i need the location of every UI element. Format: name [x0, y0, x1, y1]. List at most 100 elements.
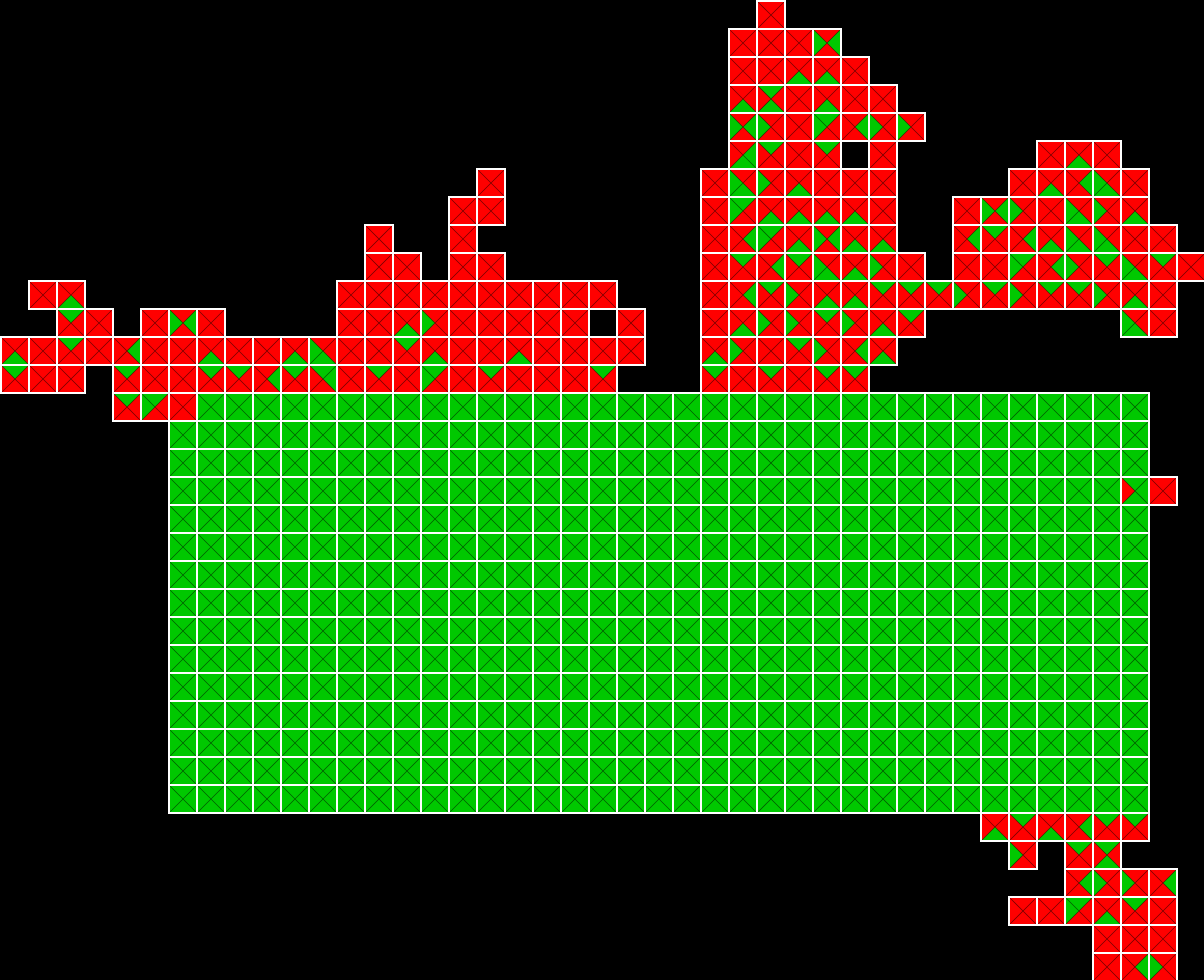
tile[interactable] [280, 504, 310, 534]
tile[interactable] [476, 560, 506, 590]
tile[interactable] [840, 308, 870, 338]
tile[interactable] [1120, 784, 1150, 814]
tile[interactable] [280, 560, 310, 590]
tile[interactable] [364, 308, 394, 338]
tile[interactable] [224, 476, 254, 506]
tile[interactable] [1036, 392, 1066, 422]
tile[interactable] [224, 336, 254, 366]
tile[interactable] [588, 532, 618, 562]
tile[interactable] [224, 532, 254, 562]
tile[interactable] [896, 560, 926, 590]
tile[interactable] [1036, 280, 1066, 310]
tile[interactable] [532, 672, 562, 702]
tile[interactable] [1092, 252, 1122, 282]
tile[interactable] [1120, 616, 1150, 646]
tile[interactable] [616, 532, 646, 562]
tile[interactable] [308, 700, 338, 730]
tile[interactable] [168, 308, 198, 338]
tile[interactable] [728, 252, 758, 282]
tile[interactable] [644, 756, 674, 786]
tile[interactable] [532, 336, 562, 366]
tile[interactable] [364, 224, 394, 254]
tile[interactable] [924, 448, 954, 478]
tile[interactable] [1008, 448, 1038, 478]
tile[interactable] [784, 112, 814, 142]
tile[interactable] [644, 784, 674, 814]
tile[interactable] [812, 56, 842, 86]
tile[interactable] [280, 448, 310, 478]
tile[interactable] [168, 588, 198, 618]
tile[interactable] [560, 728, 590, 758]
tile[interactable] [560, 560, 590, 590]
tile[interactable] [504, 756, 534, 786]
tile[interactable] [1036, 672, 1066, 702]
tile[interactable] [644, 560, 674, 590]
tile[interactable] [168, 700, 198, 730]
tile[interactable] [672, 700, 702, 730]
tile[interactable] [476, 448, 506, 478]
tile[interactable] [924, 504, 954, 534]
tile[interactable] [1036, 476, 1066, 506]
tile[interactable] [700, 504, 730, 534]
tile[interactable] [980, 224, 1010, 254]
tile[interactable] [280, 700, 310, 730]
tile[interactable] [196, 728, 226, 758]
tile[interactable] [420, 756, 450, 786]
tile[interactable] [784, 448, 814, 478]
tile[interactable] [280, 532, 310, 562]
tile[interactable] [392, 644, 422, 674]
tile[interactable] [840, 672, 870, 702]
tile[interactable] [784, 28, 814, 58]
tile[interactable] [532, 756, 562, 786]
tile[interactable] [784, 784, 814, 814]
tile[interactable] [1036, 532, 1066, 562]
tile[interactable] [784, 392, 814, 422]
tile[interactable] [560, 280, 590, 310]
tile[interactable] [812, 532, 842, 562]
tile[interactable] [448, 308, 478, 338]
tile[interactable] [756, 112, 786, 142]
tile[interactable] [980, 560, 1010, 590]
tile[interactable] [56, 280, 86, 310]
tile[interactable] [588, 560, 618, 590]
tile[interactable] [364, 644, 394, 674]
tile[interactable] [1064, 728, 1094, 758]
tile[interactable] [224, 756, 254, 786]
tile[interactable] [224, 784, 254, 814]
tile[interactable] [280, 476, 310, 506]
tile[interactable] [784, 504, 814, 534]
tile[interactable] [1092, 616, 1122, 646]
tile[interactable] [756, 532, 786, 562]
tile[interactable] [1120, 588, 1150, 618]
tile[interactable] [868, 448, 898, 478]
tile[interactable] [1120, 532, 1150, 562]
tile[interactable] [840, 448, 870, 478]
tile[interactable] [980, 448, 1010, 478]
tile[interactable] [1036, 196, 1066, 226]
tile[interactable] [1036, 700, 1066, 730]
tile[interactable] [280, 336, 310, 366]
tile[interactable] [868, 700, 898, 730]
tile[interactable] [336, 560, 366, 590]
tile[interactable] [336, 784, 366, 814]
tile[interactable] [784, 224, 814, 254]
tile[interactable] [1064, 420, 1094, 450]
tile[interactable] [224, 392, 254, 422]
tile[interactable] [644, 476, 674, 506]
tile[interactable] [364, 252, 394, 282]
tile[interactable] [700, 560, 730, 590]
tile[interactable] [616, 420, 646, 450]
tile[interactable] [672, 392, 702, 422]
tile[interactable] [448, 448, 478, 478]
tile[interactable] [616, 672, 646, 702]
tile[interactable] [980, 728, 1010, 758]
tile[interactable] [1036, 140, 1066, 170]
tile[interactable] [868, 616, 898, 646]
tile[interactable] [448, 560, 478, 590]
tile[interactable] [728, 308, 758, 338]
tile[interactable] [616, 336, 646, 366]
tile[interactable] [252, 644, 282, 674]
tile[interactable] [924, 532, 954, 562]
tile[interactable] [224, 560, 254, 590]
